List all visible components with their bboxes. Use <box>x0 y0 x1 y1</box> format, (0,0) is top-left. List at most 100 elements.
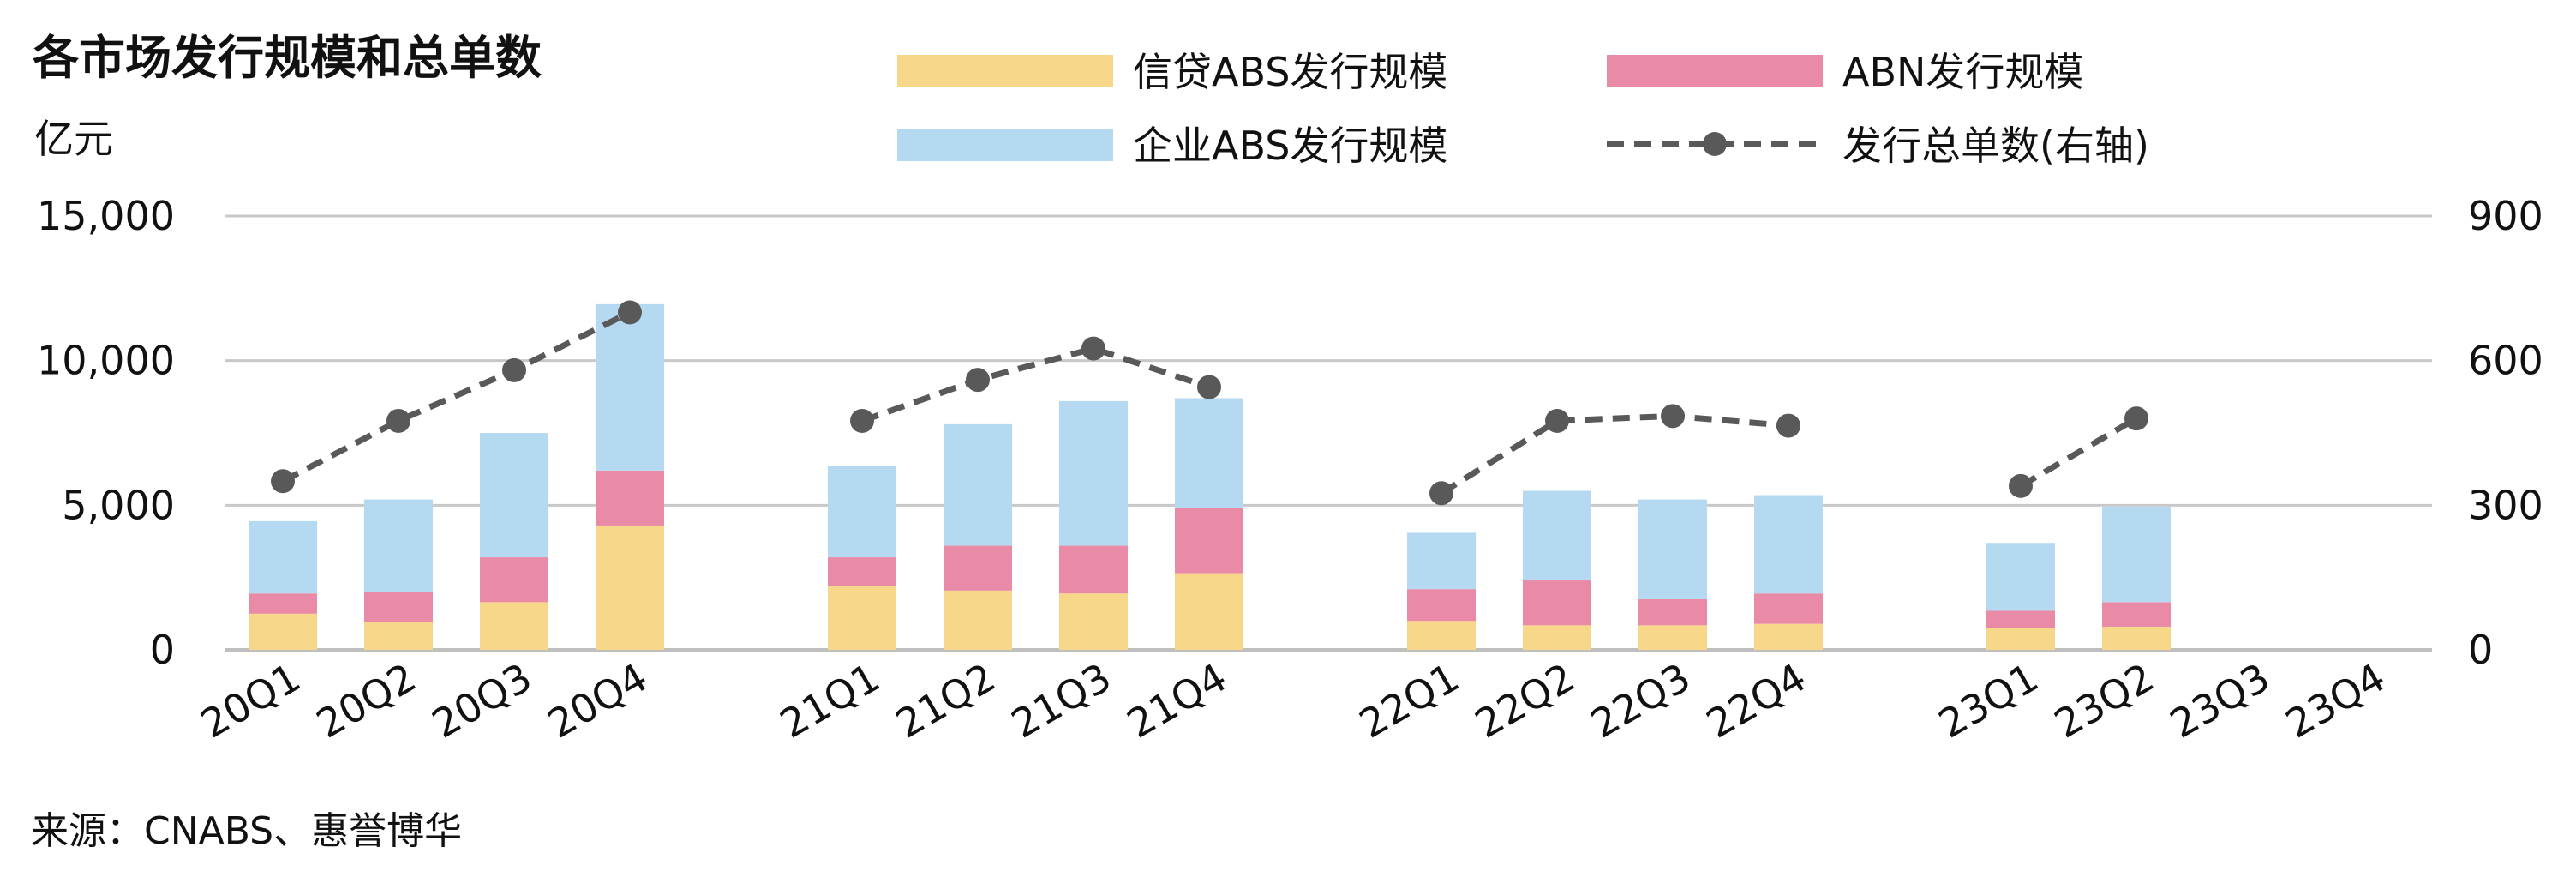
x-axis-tick-label: 21Q3 <box>1003 654 1118 748</box>
bar-abn <box>1523 580 1591 626</box>
count-point <box>850 408 874 433</box>
bar-abn <box>828 557 896 586</box>
count-point <box>1081 336 1105 361</box>
chart-title: 各市场发行规模和总单数 <box>33 31 542 85</box>
x-axis-tick-label: 22Q4 <box>1698 654 1813 748</box>
bar-xindai-abs <box>1407 621 1476 650</box>
bar-xindai-abs <box>1986 628 2055 650</box>
bar-qiye-abs <box>480 433 548 558</box>
bar-abn <box>1175 508 1243 574</box>
bars <box>249 303 2171 650</box>
count-point <box>271 469 295 494</box>
legend-label-abn: ABN发行规模 <box>1842 49 2083 95</box>
x-axis-tick-label: 23Q2 <box>2046 654 2161 748</box>
bar-xindai-abs <box>596 525 664 650</box>
bar-abn <box>1986 610 2055 628</box>
x-axis-tick-label: 20Q1 <box>193 654 308 748</box>
left-axis-tick-label: 5,000 <box>62 482 175 528</box>
bar-xindai-abs <box>1059 593 1128 650</box>
bar-abn <box>944 545 1012 591</box>
bar-xindai-abs <box>828 586 896 650</box>
right-axis-tick-label: 0 <box>2468 627 2493 673</box>
legend-label-xindai: 信贷ABS发行规模 <box>1133 49 1447 95</box>
bar-abn <box>1407 589 1476 622</box>
count-point <box>1545 408 1569 433</box>
bar-qiye-abs <box>1638 499 1707 599</box>
bar-abn <box>480 557 548 603</box>
x-axis-tick-label: 23Q3 <box>2162 654 2277 748</box>
bar-qiye-abs <box>1523 490 1591 581</box>
gridlines <box>225 214 2432 652</box>
x-axis-tick-label: 20Q2 <box>309 654 423 748</box>
legend-swatch-xindai <box>897 55 1113 87</box>
count-point <box>1429 481 1453 506</box>
bar-qiye-abs <box>249 520 317 594</box>
bar-abn <box>1754 593 1823 624</box>
bar-qiye-abs <box>1754 495 1823 594</box>
bar-qiye-abs <box>2102 507 2171 603</box>
bar-abn <box>596 470 664 526</box>
x-axis-tick-label: 22Q3 <box>1583 654 1698 748</box>
source-note: 来源：CNABS、惠誉博华 <box>31 809 462 853</box>
count-point <box>966 368 990 393</box>
legend-label-count: 发行总单数(右轴) <box>1842 123 2149 169</box>
count-point <box>618 300 642 325</box>
count-point <box>1197 375 1221 399</box>
bar-xindai-abs <box>1754 623 1823 650</box>
bar-qiye-abs <box>1986 543 2055 611</box>
legend: 信贷ABS发行规模 ABN发行规模 企业ABS发行规模 发行总单数(右轴) <box>897 49 2149 169</box>
bar-xindai-abs <box>249 613 317 650</box>
x-axis-tick-label: 23Q4 <box>2278 654 2393 748</box>
count-line-segment <box>2019 416 2138 489</box>
left-axis-tick-label: 15,000 <box>37 193 175 239</box>
right-axis-tick-label: 600 <box>2468 338 2543 384</box>
bar-xindai-abs <box>1638 625 1707 650</box>
legend-swatch-abn <box>1607 55 1823 87</box>
bar-qiye-abs <box>944 423 1012 546</box>
x-axis-tick-label: 23Q1 <box>1931 654 2046 748</box>
right-axis-tick-label: 900 <box>2468 193 2543 239</box>
bar-qiye-abs <box>1059 400 1128 546</box>
bar-abn <box>364 592 433 622</box>
bar-qiye-abs <box>1407 532 1476 590</box>
x-axis-tick-label: 21Q4 <box>1119 654 1234 748</box>
bar-xindai-abs <box>944 590 1012 650</box>
count-line-segment <box>1440 412 1789 496</box>
bar-xindai-abs <box>1523 625 1591 650</box>
x-axis-tick-label: 21Q1 <box>772 654 887 748</box>
bar-xindai-abs <box>480 602 548 650</box>
count-point <box>386 408 410 433</box>
count-point <box>2124 406 2148 431</box>
bar-xindai-abs <box>2102 627 2171 650</box>
right-axis-tick-label: 300 <box>2468 482 2543 528</box>
legend-label-qiye: 企业ABS发行规模 <box>1133 123 1447 169</box>
bar-xindai-abs <box>1175 573 1243 650</box>
bar-xindai-abs <box>364 622 433 650</box>
legend-line-marker <box>1703 132 1727 156</box>
left-axis-tick-label: 0 <box>150 627 175 673</box>
bar-qiye-abs <box>1175 398 1243 508</box>
count-line-segment <box>860 345 1211 424</box>
total-count-line <box>271 300 2148 506</box>
bar-abn <box>1638 598 1707 626</box>
bar-qiye-abs <box>828 466 896 558</box>
count-point <box>2009 473 2033 498</box>
bar-abn <box>249 593 317 614</box>
count-point <box>1661 404 1685 429</box>
axes: 0 0 5,000 300 10,000 600 15,000 900 20Q1 20Q2 20Q3… <box>37 193 2543 748</box>
bar-abn <box>1059 545 1128 594</box>
left-axis-tick-label: 10,000 <box>37 338 175 384</box>
x-axis-tick-label: 20Q3 <box>424 654 539 748</box>
x-axis-tick-label: 22Q2 <box>1467 654 1582 748</box>
x-axis-tick-label: 22Q1 <box>1351 654 1466 748</box>
legend-swatch-qiye <box>897 129 1113 161</box>
bar-qiye-abs <box>364 499 433 592</box>
count-line-segment <box>281 309 632 484</box>
left-axis-unit: 亿元 <box>34 116 113 162</box>
bar-qiye-abs <box>596 303 664 471</box>
count-point <box>1776 413 1800 438</box>
x-axis-tick-label: 21Q2 <box>888 654 1003 748</box>
count-point <box>502 357 526 382</box>
